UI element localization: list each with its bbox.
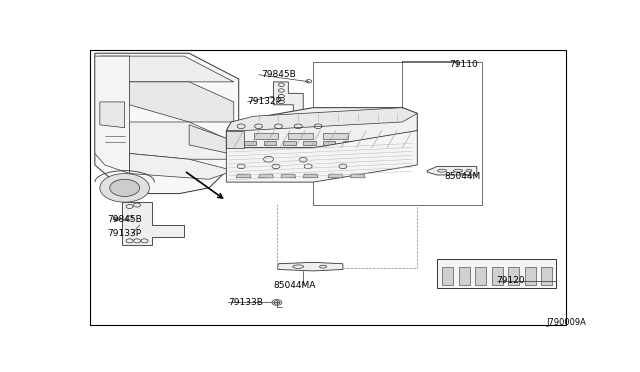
Polygon shape: [303, 141, 316, 145]
Polygon shape: [284, 141, 296, 145]
Text: 79133P: 79133P: [108, 229, 141, 238]
Polygon shape: [129, 154, 234, 179]
Polygon shape: [227, 131, 417, 182]
Polygon shape: [363, 141, 375, 145]
Text: 79133B: 79133B: [228, 298, 262, 307]
Circle shape: [110, 179, 140, 196]
Polygon shape: [303, 174, 318, 178]
Bar: [313, 62, 482, 205]
Text: 79120: 79120: [497, 276, 525, 285]
Polygon shape: [95, 56, 129, 173]
Polygon shape: [350, 174, 365, 178]
Text: 79132P: 79132P: [248, 97, 282, 106]
Polygon shape: [100, 56, 234, 82]
Polygon shape: [100, 102, 125, 128]
Bar: [475, 267, 486, 285]
Bar: [437, 260, 556, 288]
Text: 85044MA: 85044MA: [273, 281, 316, 290]
Polygon shape: [129, 122, 234, 159]
Polygon shape: [323, 141, 335, 145]
Polygon shape: [259, 174, 273, 178]
Polygon shape: [122, 202, 184, 245]
Polygon shape: [428, 166, 477, 175]
Polygon shape: [281, 174, 296, 178]
Polygon shape: [253, 134, 278, 139]
Polygon shape: [189, 125, 229, 154]
Circle shape: [100, 173, 150, 202]
Polygon shape: [129, 82, 234, 122]
Polygon shape: [323, 134, 348, 139]
Text: 85044M: 85044M: [445, 172, 481, 181]
Bar: [525, 267, 536, 285]
Bar: [459, 267, 470, 285]
Polygon shape: [273, 82, 303, 116]
Text: 79110: 79110: [449, 60, 478, 69]
Polygon shape: [264, 141, 276, 145]
Polygon shape: [277, 262, 343, 271]
Polygon shape: [95, 53, 239, 193]
Polygon shape: [244, 141, 256, 145]
Bar: [508, 267, 519, 285]
Bar: [541, 267, 552, 285]
Polygon shape: [227, 131, 244, 148]
Polygon shape: [343, 141, 355, 145]
Polygon shape: [227, 108, 417, 148]
Bar: [492, 267, 502, 285]
Polygon shape: [227, 108, 417, 131]
Polygon shape: [236, 174, 251, 178]
Polygon shape: [288, 134, 313, 139]
Polygon shape: [328, 174, 343, 178]
Text: J790009A: J790009A: [547, 318, 586, 327]
Text: 79845B: 79845B: [108, 215, 142, 224]
Text: 79845B: 79845B: [261, 70, 296, 79]
Polygon shape: [383, 141, 395, 145]
Bar: [442, 267, 453, 285]
